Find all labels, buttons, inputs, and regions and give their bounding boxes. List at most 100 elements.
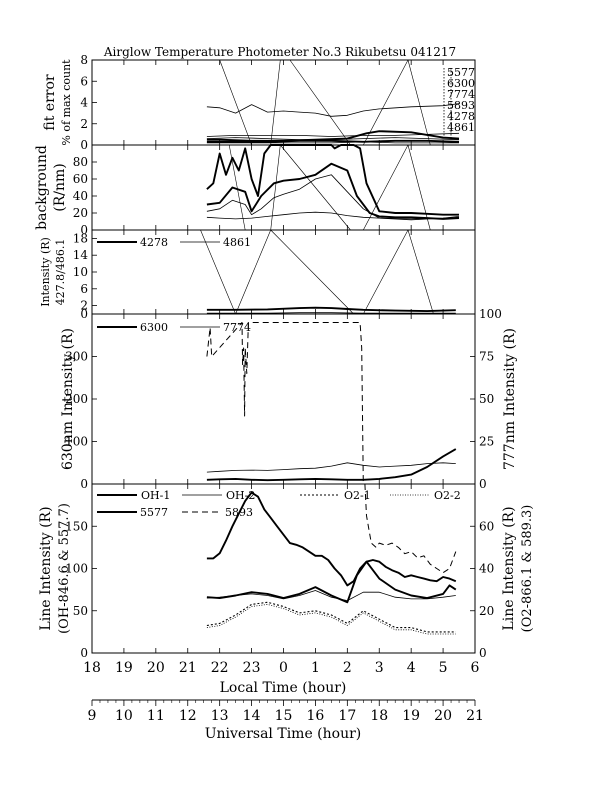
legend-5577: 5577 bbox=[447, 66, 475, 79]
legend-5893-label: 5893 bbox=[225, 506, 253, 519]
figure-title: Airglow Temperature Photometer No.3 Riku… bbox=[103, 45, 456, 59]
y-right-tick-label: 60 bbox=[479, 519, 494, 533]
series-4278-line bbox=[206, 306, 456, 313]
x-tick-label-local: 19 bbox=[115, 660, 133, 676]
legend-6300-label: 6300 bbox=[140, 321, 168, 334]
x-tick-label-ut: 16 bbox=[307, 708, 325, 724]
x-tick-label-ut: 21 bbox=[466, 708, 484, 724]
series-5577-line bbox=[206, 130, 460, 142]
x-tick-label-ut: 10 bbox=[115, 708, 133, 724]
series-6300-line bbox=[206, 448, 457, 482]
x-tick-label-local: 3 bbox=[375, 660, 384, 676]
x-tick-label-local: 22 bbox=[211, 660, 229, 676]
panel-frame bbox=[91, 313, 476, 485]
y-tick-label: 4 bbox=[80, 96, 88, 110]
y-right-tick-label: 100 bbox=[479, 307, 502, 321]
y-tick-label: 6 bbox=[80, 282, 88, 296]
series-unnamed-1-line bbox=[206, 162, 460, 220]
y-tick-label: 80 bbox=[73, 155, 88, 169]
y-tick-label: 20 bbox=[73, 206, 88, 220]
legend-4278-label: 4278 bbox=[140, 236, 168, 249]
y-right-tick-label: 75 bbox=[479, 350, 494, 364]
y-axis-label-right-sub: (O2-866.1 & 589.3) bbox=[520, 505, 535, 633]
x-tick-label-ut: 13 bbox=[211, 708, 229, 724]
y-right-tick-label: 0 bbox=[479, 646, 487, 660]
series-unnamed-2-line bbox=[206, 322, 364, 485]
legend-O2-2-label: O2-2 bbox=[434, 489, 461, 502]
x-tick-label-local: 6 bbox=[471, 660, 480, 676]
y-tick-label: 18 bbox=[73, 231, 88, 245]
series-unnamed-2-line bbox=[200, 229, 459, 315]
y-right-tick-label: 20 bbox=[479, 604, 494, 618]
x-tick-label-local: 21 bbox=[179, 660, 197, 676]
x-tick-label-ut: 20 bbox=[434, 708, 452, 724]
series-5577-line bbox=[206, 491, 457, 587]
legend-4278: 4278 bbox=[447, 110, 475, 123]
y-axis-label-sub: (R/nm) bbox=[52, 163, 68, 211]
legend-OH-2-label: OH-2 bbox=[226, 489, 255, 502]
x-tick-label-ut: 18 bbox=[370, 708, 388, 724]
y-axis-label: Intensity (R) bbox=[39, 237, 52, 307]
series-4278-line bbox=[206, 137, 460, 141]
y-tick-label: 50 bbox=[73, 604, 88, 618]
x-tick-label-ut: 9 bbox=[88, 708, 97, 724]
y-right-tick-label: 25 bbox=[479, 435, 494, 449]
series-5893-line bbox=[206, 139, 460, 143]
y-axis-label: background bbox=[34, 145, 50, 230]
x-tick-label-local: 1 bbox=[311, 660, 320, 676]
y-tick-label: 0 bbox=[80, 307, 88, 321]
series-unnamed-4-line bbox=[228, 144, 459, 231]
y-tick-label: 40 bbox=[73, 189, 88, 203]
y-axis-label-sub: % of max count bbox=[60, 59, 73, 146]
series-6300-line bbox=[206, 103, 460, 117]
y-axis-label-right: Line Intensity (R) bbox=[501, 506, 517, 630]
y-axis-label-left: 630nm Intensity (R) bbox=[60, 328, 76, 470]
y-axis-label-right: 777nm Intensity (R) bbox=[502, 328, 518, 470]
x-tick-label-local: 18 bbox=[83, 660, 101, 676]
y-right-tick-label: 0 bbox=[479, 477, 487, 491]
x-tick-label-local: 4 bbox=[407, 660, 416, 676]
y-tick-label: 100 bbox=[65, 435, 88, 449]
x-axis-label-local: Local Time (hour) bbox=[220, 680, 347, 696]
series-OH-1-line bbox=[206, 560, 457, 604]
y-tick-label: 0 bbox=[80, 477, 88, 491]
legend-5893: 5893 bbox=[447, 99, 475, 112]
y-tick-label: 150 bbox=[65, 519, 88, 533]
series-OH-2-line bbox=[206, 590, 456, 601]
legend-6300: 6300 bbox=[447, 77, 475, 90]
legend-O2-1-label: O2-1 bbox=[344, 489, 371, 502]
series-O2-1-line bbox=[206, 601, 456, 633]
y-tick-label: 0 bbox=[80, 138, 88, 152]
series-4861-line bbox=[206, 141, 459, 144]
y-axis-label: fit error bbox=[42, 74, 58, 131]
legend-4861: 4861 bbox=[447, 121, 475, 134]
series-5893-line bbox=[364, 483, 457, 574]
series-unnamed-3-line bbox=[206, 211, 460, 220]
x-tick-label-local: 5 bbox=[439, 660, 448, 676]
legend-7774: 7774 bbox=[447, 88, 475, 101]
y-tick-label: 60 bbox=[73, 172, 88, 186]
x-tick-label-ut: 14 bbox=[243, 708, 261, 724]
panel-frame bbox=[91, 59, 476, 146]
x-tick-label-ut: 11 bbox=[147, 708, 165, 724]
x-tick-label-ut: 19 bbox=[402, 708, 420, 724]
x-axis-label-ut: Universal Time (hour) bbox=[205, 726, 362, 742]
x-tick-label-local: 0 bbox=[279, 660, 288, 676]
legend-OH-1-label: OH-1 bbox=[141, 489, 170, 502]
y-tick-label: 6 bbox=[80, 74, 88, 88]
legend-5577-label: 5577 bbox=[140, 506, 168, 519]
y-tick-label: 300 bbox=[65, 350, 88, 364]
x-tick-label-local: 23 bbox=[243, 660, 261, 676]
x-tick-label-ut: 17 bbox=[338, 708, 356, 724]
y-axis-label-left: Line Intensity (R) bbox=[38, 506, 54, 630]
y-tick-label: 10 bbox=[73, 265, 88, 279]
x-tick-label-local: 20 bbox=[147, 660, 165, 676]
y-right-tick-label: 40 bbox=[479, 562, 494, 576]
series-unnamed-0-line bbox=[206, 144, 459, 216]
y-tick-label: 8 bbox=[80, 53, 88, 67]
y-tick-label: 200 bbox=[65, 392, 88, 406]
legend-7774-label: 7774 bbox=[223, 321, 251, 334]
y-axis-label-left-sub: (OH-846.6 & 557.7) bbox=[57, 503, 72, 634]
series-7774-line bbox=[206, 132, 460, 137]
